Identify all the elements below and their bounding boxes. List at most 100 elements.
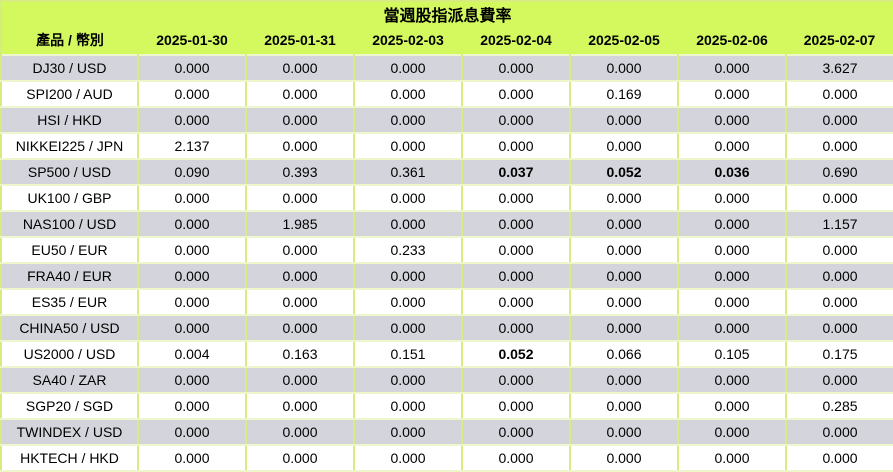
table-row: EU50 / EUR 0.000 0.000 0.233 0.000 0.000 0.000…	[0, 236, 893, 264]
fee-value-cell: 0.000	[137, 236, 247, 264]
fee-value-cell: 0.000	[461, 418, 571, 446]
fee-value-cell: 0.000	[353, 132, 463, 160]
fee-value-cell: 0.000	[245, 80, 355, 108]
fee-value-cell: 0.037	[461, 158, 571, 186]
table-body: DJ30 / USD 0.000 0.000 0.000 0.000 0.000 0.000…	[0, 54, 893, 472]
fee-value-cell: 0.000	[245, 132, 355, 160]
fee-value-cell: 0.000	[137, 262, 247, 290]
fee-value-cell: 1.157	[784, 210, 893, 238]
fee-value-cell: 0.000	[569, 132, 679, 160]
fee-value-cell: 0.000	[137, 106, 247, 134]
fee-value-cell: 0.175	[784, 340, 893, 368]
fee-value-cell: 0.000	[677, 392, 787, 420]
fee-value-cell: 0.000	[784, 106, 893, 134]
fee-value-cell: 0.000	[461, 106, 571, 134]
fee-value-cell: 0.000	[461, 392, 571, 420]
fee-value-cell: 0.052	[569, 158, 679, 186]
fee-value-cell: 0.090	[137, 158, 247, 186]
fee-value-cell: 0.000	[677, 132, 787, 160]
column-header-date: 2025-01-30	[138, 26, 246, 55]
fee-value-cell: 0.000	[137, 184, 247, 212]
table-row: HKTECH / HKD 0.000 0.000 0.000 0.000 0.000 0.0…	[0, 444, 893, 472]
fee-value-cell: 0.105	[677, 340, 787, 368]
fee-value-cell: 0.000	[353, 288, 463, 316]
table-row: TWINDEX / USD 0.000 0.000 0.000 0.000 0.000 0.…	[0, 418, 893, 446]
fee-value-cell: 0.000	[461, 366, 571, 394]
product-cell: NAS100 / USD	[0, 210, 139, 238]
fee-value-cell: 0.000	[353, 54, 463, 82]
fee-value-cell: 0.000	[137, 366, 247, 394]
fee-value-cell: 0.151	[353, 340, 463, 368]
table-row: NIKKEI225 / JPN 2.137 0.000 0.000 0.000 0.000…	[0, 132, 893, 160]
fee-value-cell: 0.000	[461, 132, 571, 160]
fee-value-cell: 0.000	[137, 418, 247, 446]
fee-value-cell: 0.000	[245, 418, 355, 446]
fee-value-cell: 0.000	[461, 54, 571, 82]
fee-value-cell: 0.000	[353, 444, 463, 472]
fee-value-cell: 0.000	[784, 262, 893, 290]
fee-value-cell: 0.000	[784, 184, 893, 212]
product-cell: SPI200 / AUD	[0, 80, 139, 108]
fee-value-cell: 0.000	[353, 262, 463, 290]
fee-value-cell: 0.000	[353, 184, 463, 212]
product-cell: TWINDEX / USD	[0, 418, 139, 446]
fee-value-cell: 0.000	[677, 106, 787, 134]
table-row: UK100 / GBP 0.000 0.000 0.000 0.000 0.000 0.00…	[0, 184, 893, 212]
fee-value-cell: 0.052	[461, 340, 571, 368]
fee-value-cell: 0.285	[784, 392, 893, 420]
product-cell: DJ30 / USD	[0, 54, 139, 82]
fee-value-cell: 0.000	[569, 392, 679, 420]
fee-value-cell: 0.000	[245, 184, 355, 212]
fee-value-cell: 0.000	[784, 314, 893, 342]
page-title: 當週股指派息費率	[1, 1, 893, 26]
table-header-row: 產品 / 幣別 2025-01-30 2025-01-31 2025-02-03 20…	[1, 26, 893, 55]
fee-value-cell: 0.000	[137, 54, 247, 82]
table-row: SA40 / ZAR 0.000 0.000 0.000 0.000 0.000 0.000…	[0, 366, 893, 394]
table-title-row: 當週股指派息費率	[1, 1, 893, 26]
fee-value-cell: 0.000	[569, 288, 679, 316]
column-header-date: 2025-01-31	[246, 26, 354, 55]
fee-value-cell: 0.000	[245, 106, 355, 134]
column-header-date: 2025-02-07	[786, 26, 893, 55]
column-header-date: 2025-02-04	[462, 26, 570, 55]
fee-value-cell: 0.000	[784, 444, 893, 472]
fee-value-cell: 0.000	[245, 54, 355, 82]
fee-value-cell: 0.000	[461, 444, 571, 472]
column-header-product-currency: 產品 / 幣別	[1, 26, 138, 55]
table-row: CHINA50 / USD 0.000 0.000 0.000 0.000 0.000 0.…	[0, 314, 893, 342]
fee-value-cell: 0.000	[461, 236, 571, 264]
fee-value-cell: 0.169	[569, 80, 679, 108]
fee-value-cell: 0.036	[677, 158, 787, 186]
product-cell: ES35 / EUR	[0, 288, 139, 316]
product-cell: NIKKEI225 / JPN	[0, 132, 139, 160]
fee-value-cell: 0.000	[677, 54, 787, 82]
fee-value-cell: 0.000	[137, 80, 247, 108]
fee-value-cell: 0.000	[461, 314, 571, 342]
product-cell: FRA40 / EUR	[0, 262, 139, 290]
fee-value-cell: 0.000	[137, 392, 247, 420]
column-header-date: 2025-02-06	[678, 26, 786, 55]
fee-value-cell: 0.004	[137, 340, 247, 368]
fee-value-cell: 0.000	[137, 288, 247, 316]
fee-value-cell: 3.627	[784, 54, 893, 82]
product-cell: EU50 / EUR	[0, 236, 139, 264]
table-row: US2000 / USD 0.004 0.163 0.151 0.052 0.066 0.1…	[0, 340, 893, 368]
fee-value-cell: 0.000	[677, 366, 787, 394]
fee-value-cell: 0.000	[353, 314, 463, 342]
fee-value-cell: 0.000	[784, 132, 893, 160]
column-header-date: 2025-02-05	[570, 26, 678, 55]
fee-value-cell: 0.000	[137, 444, 247, 472]
fee-value-cell: 0.000	[245, 392, 355, 420]
fee-value-cell: 0.000	[245, 314, 355, 342]
product-cell: UK100 / GBP	[0, 184, 139, 212]
fee-value-cell: 0.000	[353, 418, 463, 446]
fee-value-cell: 0.000	[677, 444, 787, 472]
fee-value-cell: 0.000	[353, 106, 463, 134]
product-cell: CHINA50 / USD	[0, 314, 139, 342]
fee-value-cell: 0.000	[784, 418, 893, 446]
fee-value-cell: 0.000	[569, 210, 679, 238]
fee-value-cell: 0.000	[784, 236, 893, 264]
fee-value-cell: 0.000	[461, 288, 571, 316]
table-row: FRA40 / EUR 0.000 0.000 0.000 0.000 0.000 0.00…	[0, 262, 893, 290]
fee-value-cell: 0.000	[677, 262, 787, 290]
